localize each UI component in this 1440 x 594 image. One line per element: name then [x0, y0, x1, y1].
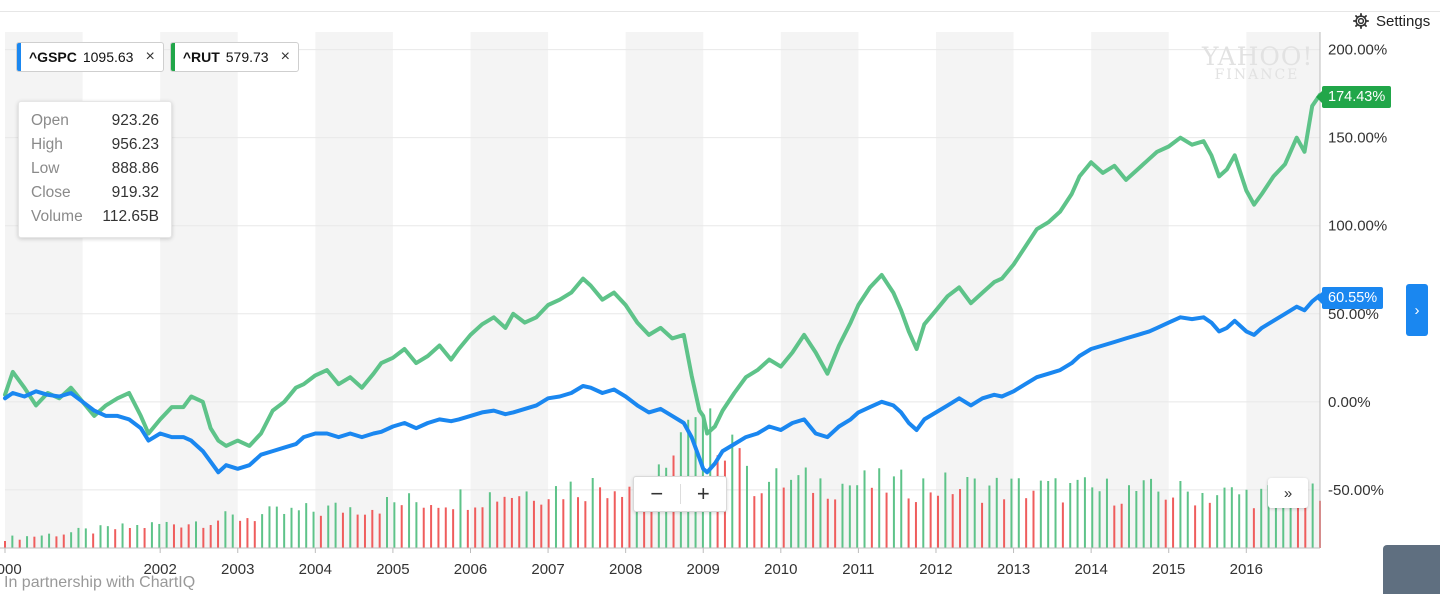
year-band-2010: [780, 32, 859, 548]
x-tick-label: 2004: [299, 561, 332, 578]
zoom-in-button[interactable]: +: [696, 481, 710, 506]
y-tick-label: 0.00%: [1328, 394, 1371, 411]
year-band-2016: [1246, 32, 1320, 548]
tooltip-row-high: High 956.23: [31, 136, 159, 160]
zoom-out-button[interactable]: −: [650, 481, 664, 506]
gspc-symbol: ^GSPC: [29, 49, 77, 65]
rut-value: 579.73: [225, 49, 269, 65]
settings-label: Settings: [1376, 12, 1431, 30]
x-tick-label: 2013: [997, 561, 1030, 578]
y-tick-label: -50.00%: [1328, 482, 1384, 499]
series-legend: ^GSPC 1095.63 × ^RUT 579.73 ×: [16, 42, 299, 72]
tooltip-row-volume: Volume 112.65B: [31, 208, 159, 232]
partner-text: In partnership with ChartIQ: [4, 574, 196, 591]
x-tick-label: 2005: [376, 561, 409, 578]
x-tick-label: 2008: [609, 561, 642, 578]
open-label: Open: [31, 112, 69, 129]
y-tick-label: 150.00%: [1328, 130, 1387, 147]
open-value: 923.26: [111, 112, 159, 129]
x-tick-label: 2009: [687, 561, 720, 578]
high-label: High: [31, 136, 63, 153]
close-label: Close: [31, 184, 71, 201]
legend-chip-rut[interactable]: ^RUT 579.73 ×: [169, 42, 299, 72]
x-tick-label: 2010: [764, 561, 797, 578]
top-divider: [0, 11, 1440, 12]
rut-price-tag: 174.43%: [1315, 86, 1392, 108]
y-tick-label: 200.00%: [1328, 42, 1387, 59]
yahoo-finance-watermark: YAHOO! FINANCE: [1202, 42, 1312, 83]
gspc-color-bar: [17, 43, 21, 71]
remove-gspc-icon[interactable]: ×: [145, 48, 155, 65]
x-tick-label: 2002: [143, 561, 176, 578]
x-tick-label: 2012: [919, 561, 952, 578]
remove-rut-icon[interactable]: ×: [280, 48, 290, 65]
zoom-separator: [679, 484, 681, 504]
x-tick-label: 2016: [1230, 561, 1263, 578]
low-value: 888.86: [111, 160, 159, 177]
scroll-forward-button[interactable]: »: [1268, 478, 1308, 508]
x-tick-label: 2011: [842, 561, 874, 578]
year-band-2014: [1091, 32, 1169, 548]
series-line-gspc: [3, 293, 1322, 475]
x-tick-label: 2015: [1152, 561, 1185, 578]
settings-button[interactable]: Settings: [1352, 12, 1430, 30]
rut-symbol: ^RUT: [182, 49, 220, 65]
watermark-line1: YAHOO!: [1202, 42, 1314, 71]
gear-icon: [1352, 12, 1370, 30]
year-band-2012: [935, 32, 1014, 548]
low-label: Low: [31, 160, 60, 177]
year-band-2006: [470, 32, 549, 548]
zoom-controls: − +: [633, 476, 727, 512]
gspc-price-tag: 60.55%: [1315, 287, 1384, 309]
high-value: 956.23: [111, 136, 159, 153]
year-band-2004: [315, 32, 393, 548]
volume-value: 112.65B: [102, 208, 159, 225]
tooltip-row-open: Open 923.26: [31, 112, 159, 136]
ohlc-tooltip: Open 923.26 High 956.23 Low 888.86 Close 919…: [18, 101, 172, 238]
y-tick-label: 100.00%: [1328, 218, 1387, 235]
gspc-value: 1095.63: [82, 49, 134, 65]
x-tick-label: 2006: [454, 561, 487, 578]
volume-label: Volume: [31, 208, 83, 225]
x-tick-label: 2000: [0, 561, 22, 578]
year-band-2002: [160, 32, 238, 548]
year-band-2008: [625, 32, 704, 548]
expand-panel-button[interactable]: ›: [1406, 284, 1428, 336]
x-tick-label: 2003: [221, 561, 254, 578]
x-tick-label: 2014: [1074, 561, 1107, 578]
watermark-line2: FINANCE: [1214, 67, 1300, 83]
rut-color-bar: [170, 43, 175, 71]
y-tick-label: 50.00%: [1328, 306, 1379, 323]
tooltip-row-low: Low 888.86: [31, 160, 159, 184]
series-line-rut: [3, 92, 1322, 448]
x-tick-label: 2007: [531, 561, 564, 578]
legend-chip-gspc[interactable]: ^GSPC 1095.63 ×: [16, 42, 164, 72]
corner-panel[interactable]: [1383, 545, 1440, 594]
close-value: 919.32: [111, 184, 159, 201]
tooltip-row-close: Close 919.32: [31, 184, 159, 208]
